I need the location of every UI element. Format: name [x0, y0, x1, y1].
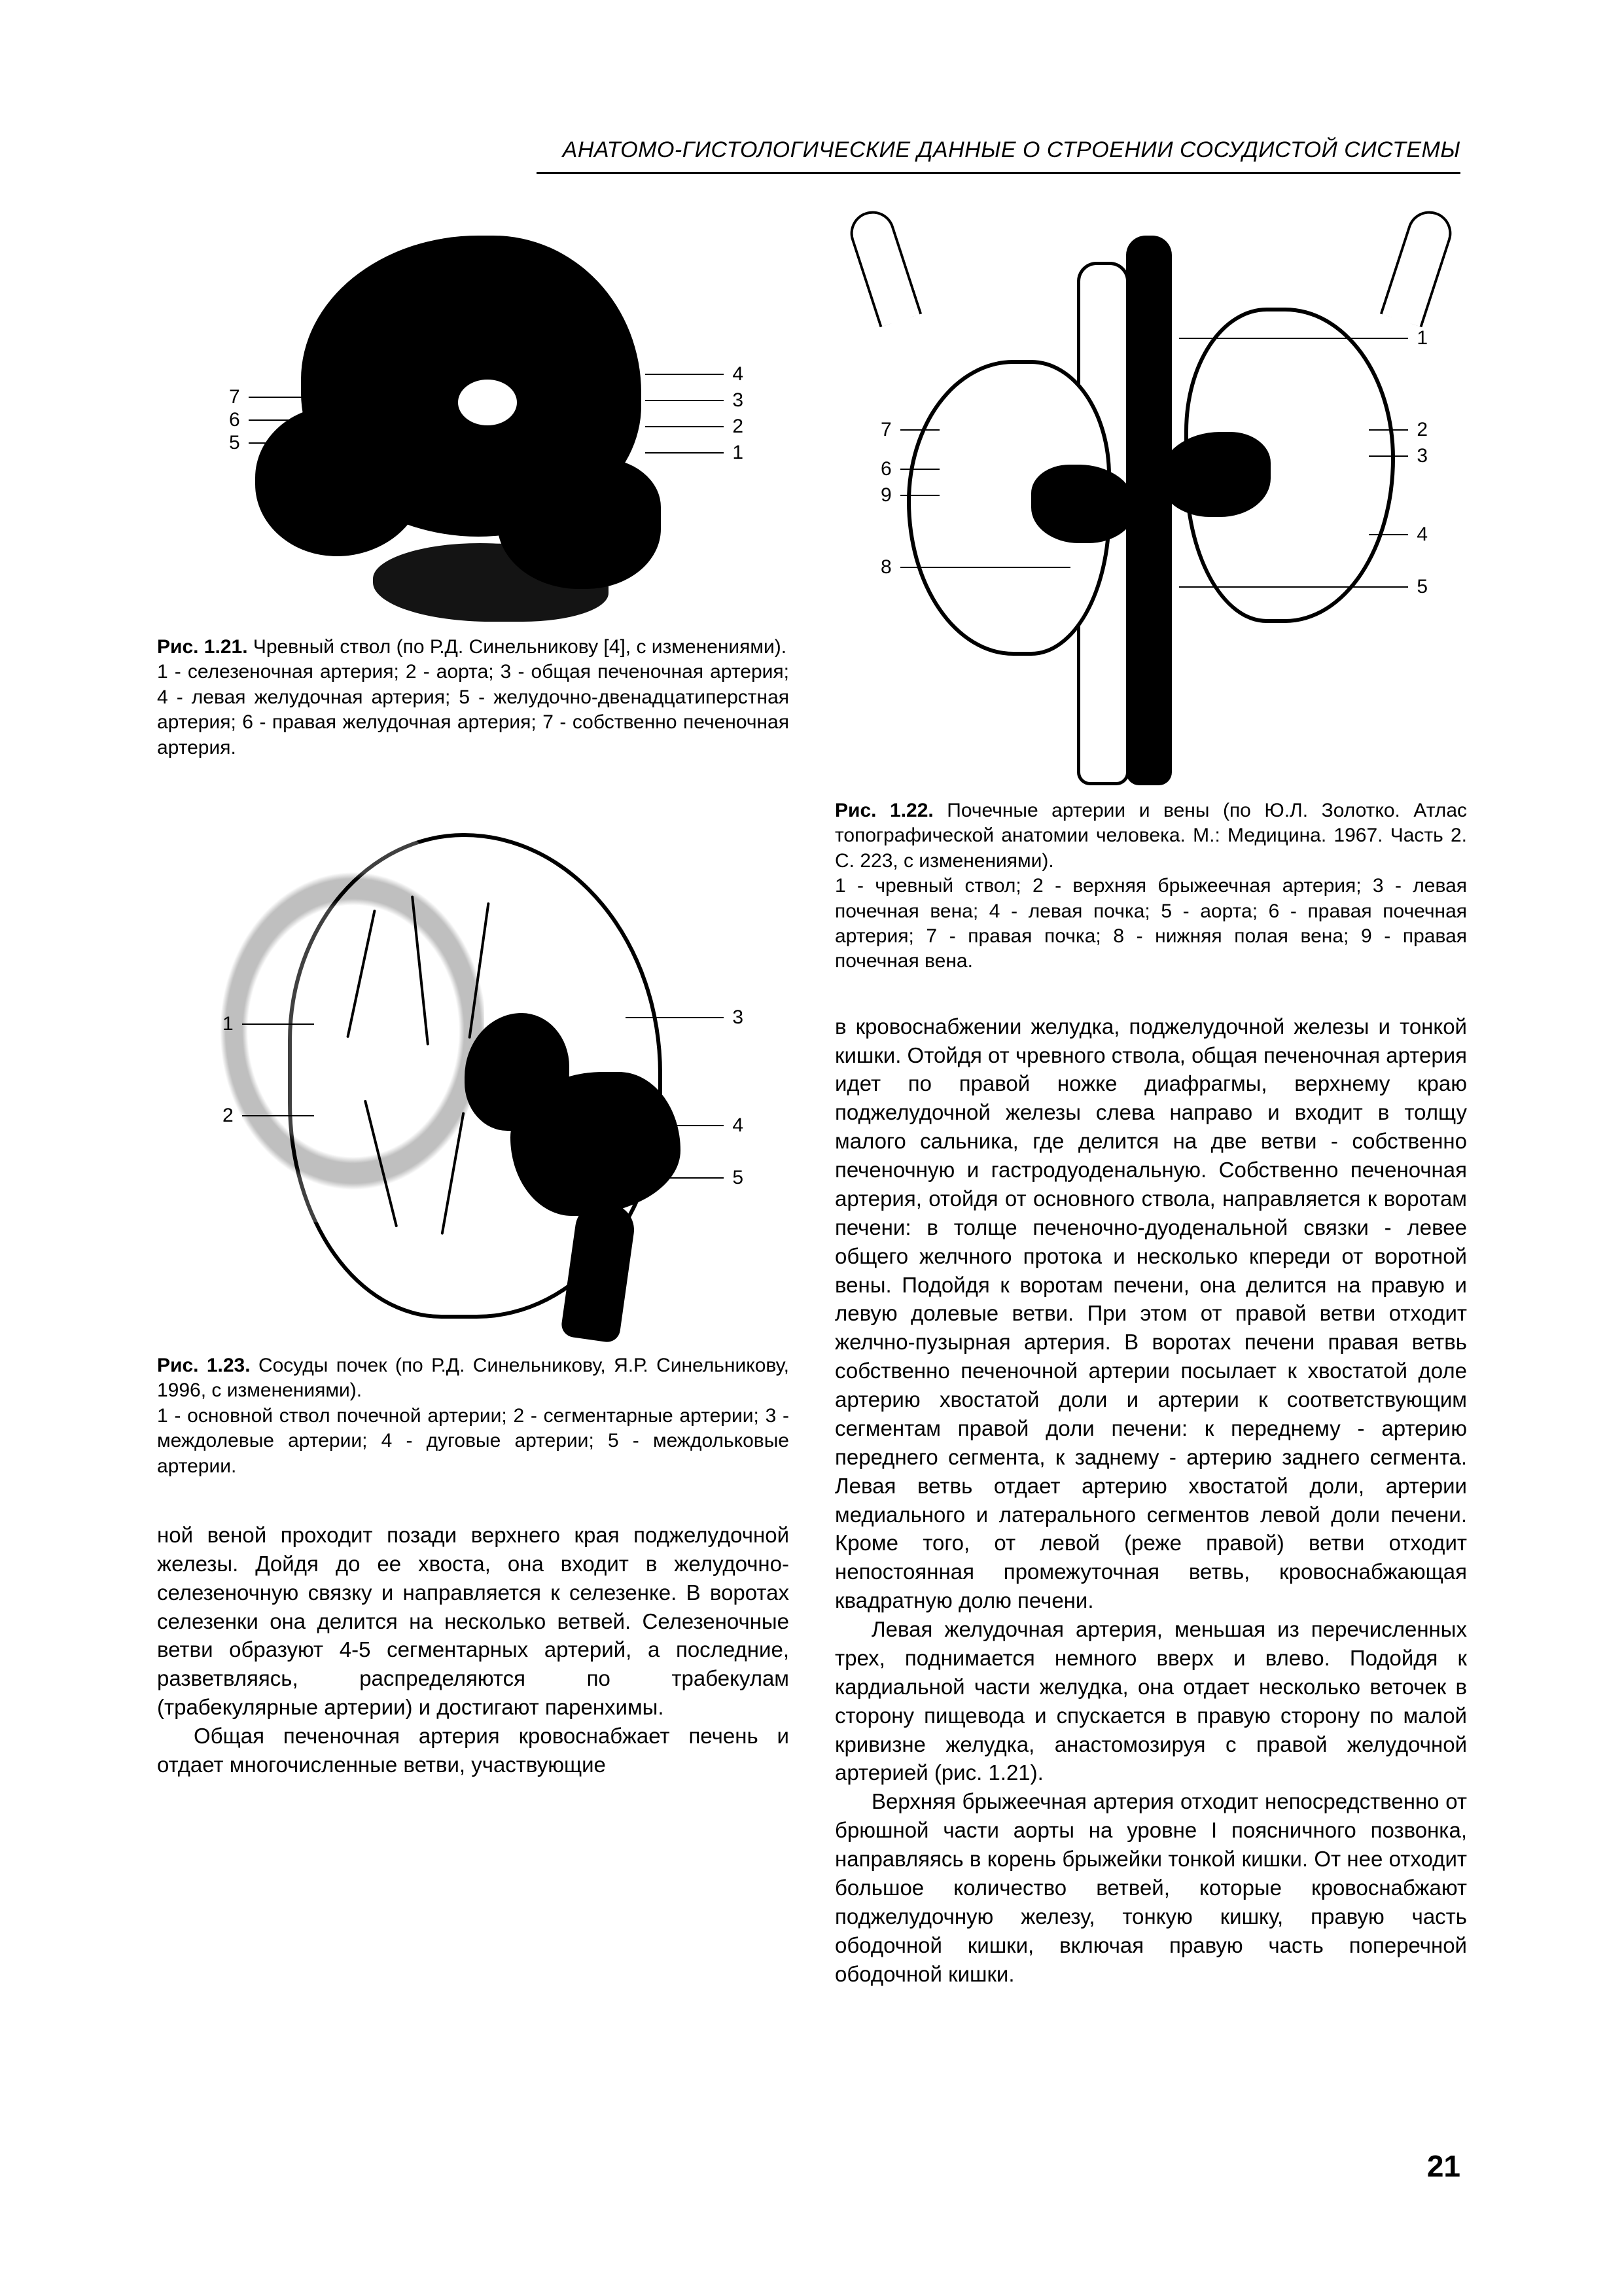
figure-1-22-caption: Рис. 1.22. Почечные артерии и вены (по Ю… — [835, 798, 1467, 974]
fig121-label-7: 7 — [229, 386, 240, 408]
fig122-label-1: 1 — [1417, 327, 1428, 349]
fig122-label-8: 8 — [881, 556, 892, 578]
fig122-label-4: 4 — [1417, 524, 1428, 546]
figure-1-23: 1 2 3 4 5 Рис. 1.23. Сосуды почек (по Р.… — [157, 797, 789, 1479]
figure-1-21-title: Чревный ствол (по Р.Д. Синельникову [4],… — [253, 636, 786, 658]
figure-1-22-image: 7 6 9 8 1 2 3 4 5 — [835, 209, 1467, 798]
right-body-text: в кровоснабжении желудка, поджелудочной … — [835, 1012, 1467, 1989]
fig122-label-9: 9 — [881, 484, 892, 507]
fig123-label-4: 4 — [732, 1114, 743, 1137]
figure-1-21-image: 7 6 5 4 3 2 1 — [157, 209, 789, 635]
figure-1-22: 7 6 9 8 1 2 3 4 5 — [835, 209, 1467, 974]
right-para-3: Верхняя брыжеечная артерия отходит непос… — [835, 1787, 1467, 1988]
fig123-label-1: 1 — [222, 1013, 234, 1035]
fig122-label-6: 6 — [881, 458, 892, 480]
right-para-1: в кровоснабжении желудка, поджелудочной … — [835, 1012, 1467, 1615]
figure-1-23-image: 1 2 3 4 5 — [157, 797, 789, 1353]
left-column: 7 6 5 4 3 2 1 Рис. 1.21. — [157, 209, 789, 2164]
page: АНАТОМО-ГИСТОЛОГИЧЕСКИЕ ДАННЫЕ О СТРОЕНИ… — [0, 0, 1624, 2295]
fig122-label-7: 7 — [881, 419, 892, 441]
fig123-label-5: 5 — [732, 1167, 743, 1189]
fig122-label-2: 2 — [1417, 419, 1428, 441]
figure-1-23-label: Рис. 1.23. — [157, 1355, 251, 1376]
figure-1-23-caption: Рис. 1.23. Сосуды почек (по Р.Д. Синельн… — [157, 1353, 789, 1479]
left-para-2: Общая печеночная артерия кровоснабжает п… — [157, 1722, 789, 1779]
fig121-label-5: 5 — [229, 432, 240, 454]
left-body-text: ной веной проходит позади верхнего края … — [157, 1521, 789, 1779]
fig123-label-2: 2 — [222, 1105, 234, 1127]
figure-1-22-legend: 1 - чревный ствол; 2 - верхняя брыжеечна… — [835, 875, 1467, 972]
fig121-label-4: 4 — [732, 363, 743, 385]
left-para-1: ной веной проходит позади верхнего края … — [157, 1521, 789, 1722]
fig121-label-1: 1 — [732, 442, 743, 464]
figure-1-22-label: Рис. 1.22. — [835, 800, 934, 821]
right-column: 7 6 9 8 1 2 3 4 5 — [835, 209, 1467, 2164]
figure-1-23-legend: 1 - основной ствол почечной артерии; 2 -… — [157, 1405, 789, 1477]
fig122-label-3: 3 — [1417, 445, 1428, 467]
page-number: 21 — [1427, 2148, 1460, 2184]
running-head: АНАТОМО-ГИСТОЛОГИЧЕСКИЕ ДАННЫЕ О СТРОЕНИ… — [537, 137, 1460, 174]
right-para-2: Левая желудочная артерия, меньшая из пер… — [835, 1615, 1467, 1787]
fig122-label-5: 5 — [1417, 576, 1428, 598]
figure-1-23-title: Сосуды почек (по Р.Д. Синельникову, Я.Р.… — [157, 1355, 789, 1401]
fig121-label-3: 3 — [732, 389, 743, 412]
figure-1-21: 7 6 5 4 3 2 1 Рис. 1.21. — [157, 209, 789, 760]
figure-1-21-label: Рис. 1.21. — [157, 636, 248, 658]
fig121-label-6: 6 — [229, 409, 240, 431]
figure-1-21-caption: Рис. 1.21. Чревный ствол (по Р.Д. Синель… — [157, 635, 789, 760]
fig123-label-3: 3 — [732, 1006, 743, 1029]
figure-1-21-legend: 1 - селезеночная артерия; 2 - аорта; 3 -… — [157, 661, 789, 758]
fig121-label-2: 2 — [732, 416, 743, 438]
two-column-layout: 7 6 5 4 3 2 1 Рис. 1.21. — [157, 209, 1467, 2164]
